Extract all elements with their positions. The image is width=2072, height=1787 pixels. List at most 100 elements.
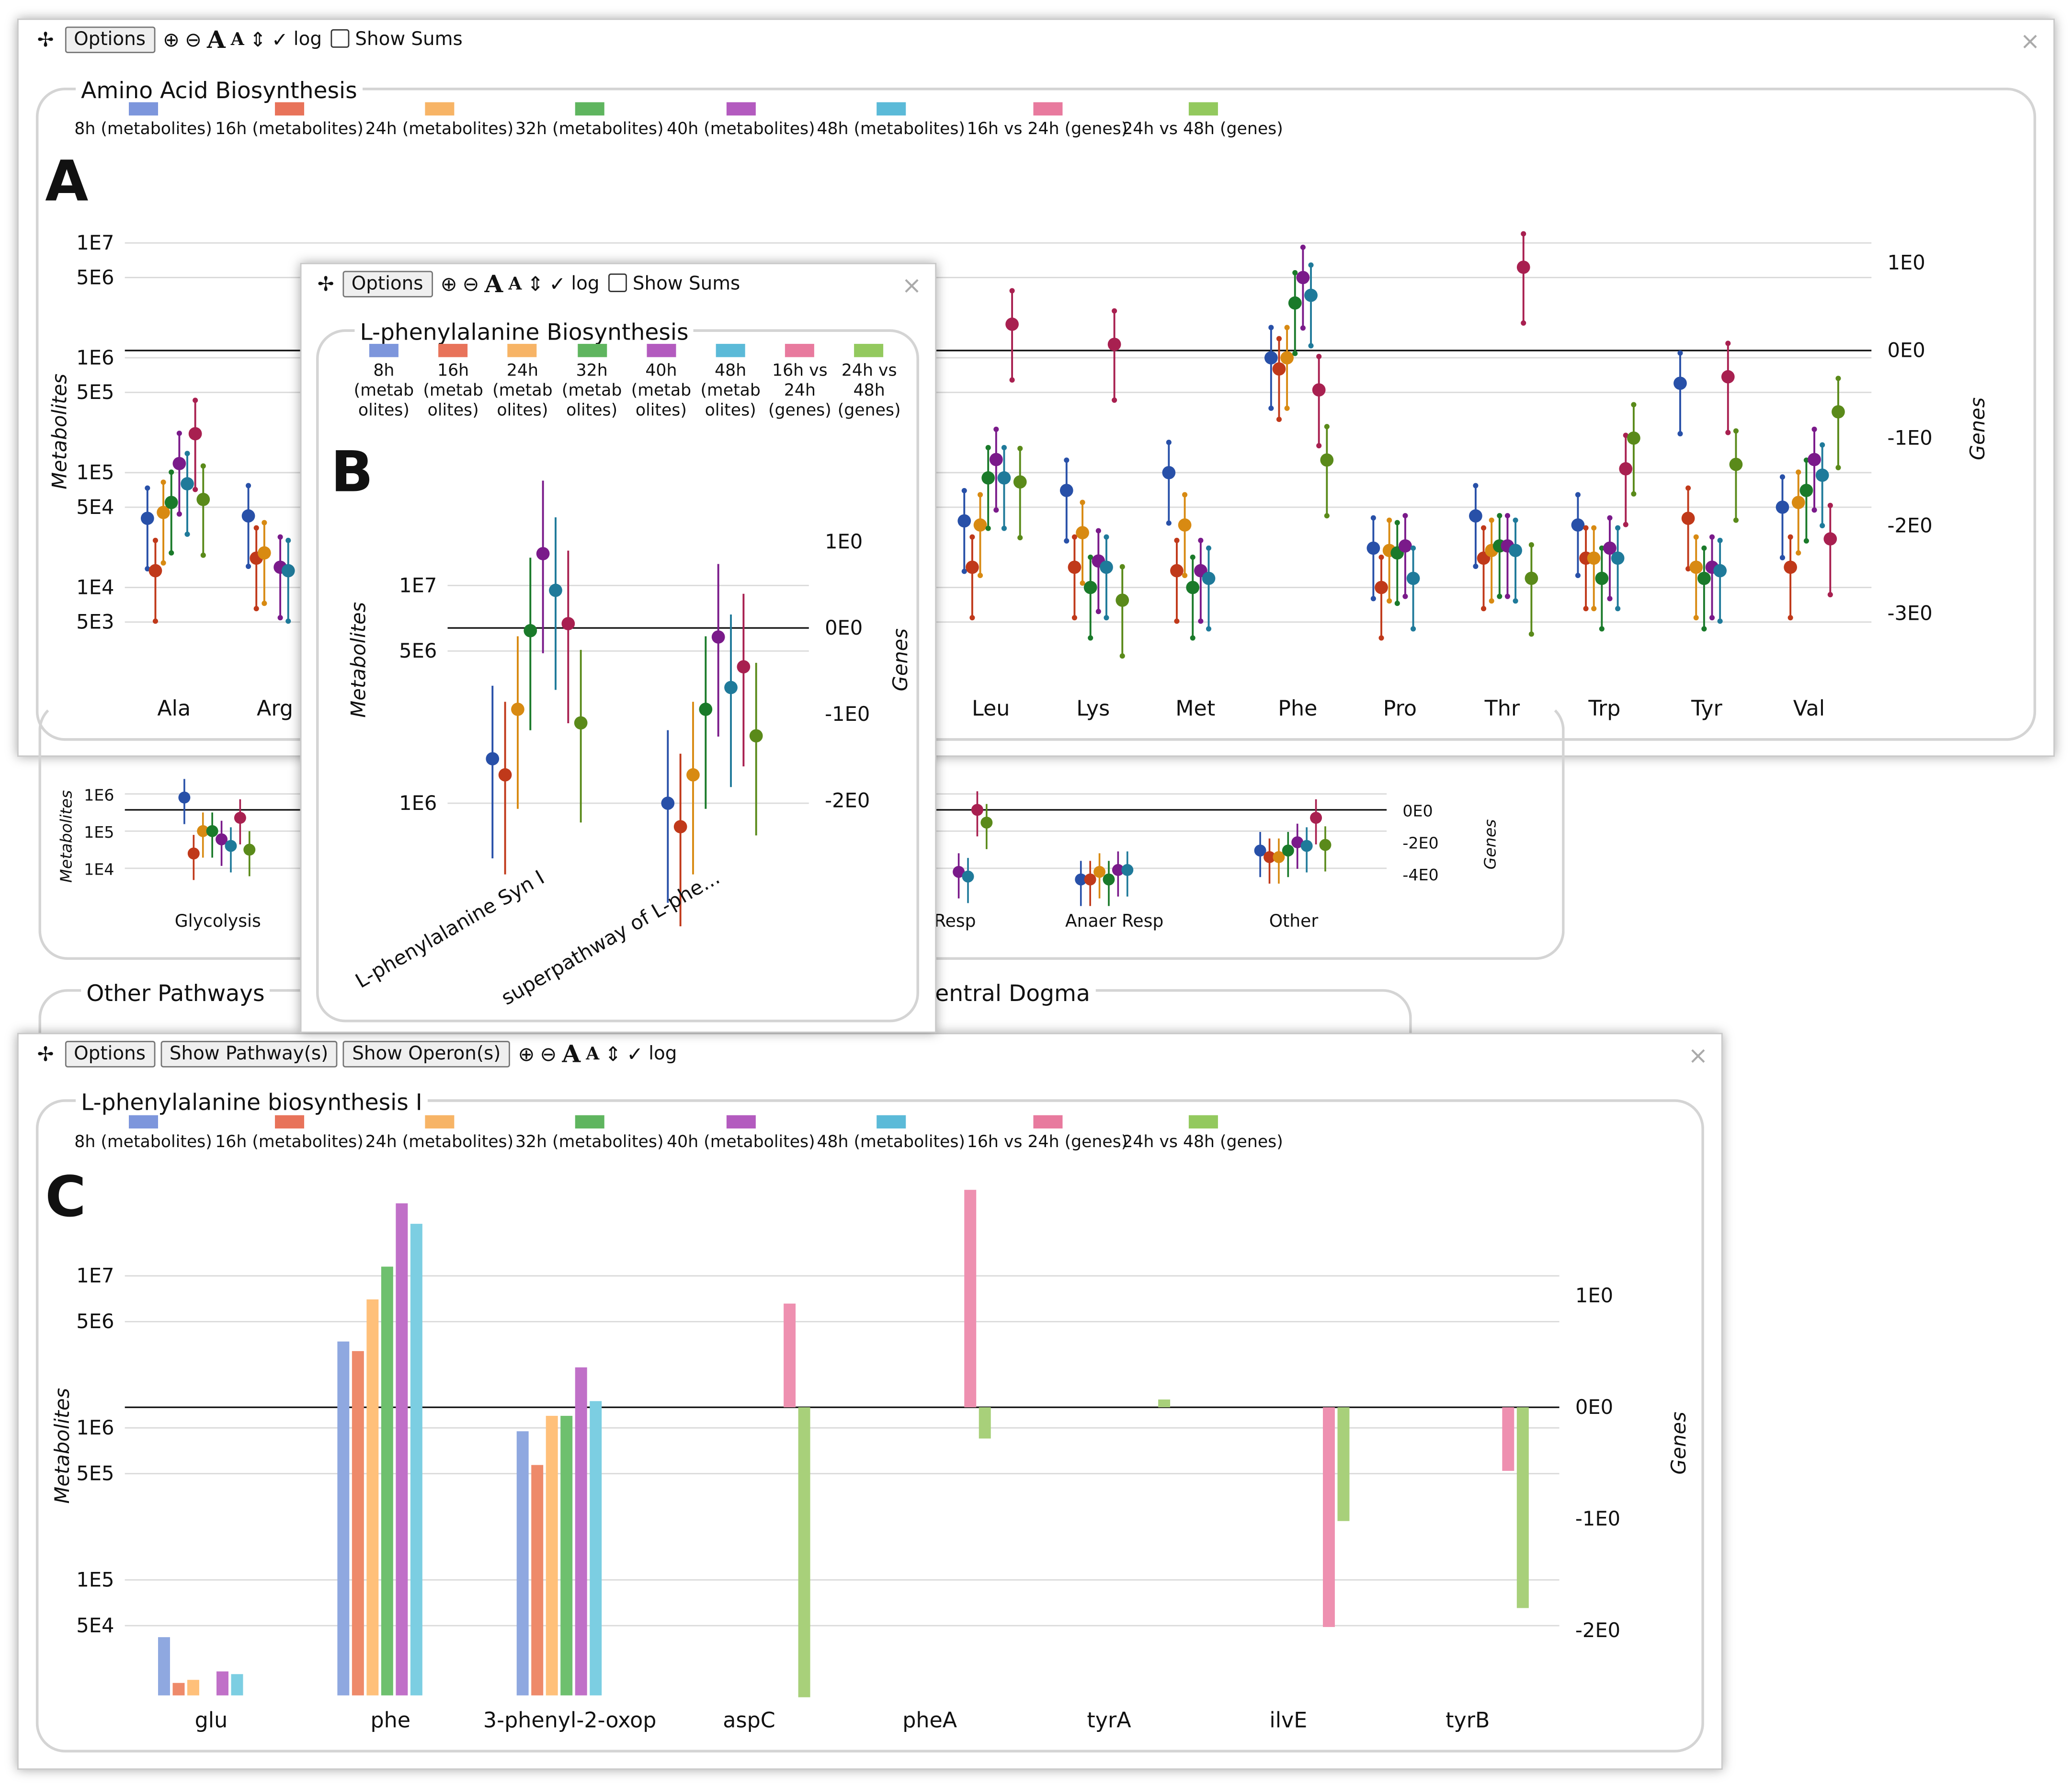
- legend-label: (metab: [492, 379, 553, 400]
- legend-item[interactable]: 16h (metabolites): [215, 1115, 364, 1151]
- legend-item[interactable]: 8h (metab olites): [349, 343, 418, 420]
- legend-item[interactable]: 40h (metab olites): [626, 343, 695, 420]
- bar: [1158, 1399, 1171, 1408]
- data-point: [957, 514, 971, 528]
- zoom-out-icon[interactable]: ⊖: [184, 28, 202, 52]
- data-point: [1320, 453, 1334, 467]
- error-cap: [176, 431, 182, 436]
- legend-item[interactable]: 16h vs 24h (genes): [765, 343, 834, 420]
- data-point: [1375, 580, 1388, 594]
- show-operons-button[interactable]: Show Operon(s): [342, 1041, 510, 1068]
- error-cap: [1378, 554, 1384, 560]
- options-button[interactable]: Options: [64, 1041, 155, 1068]
- error-cap: [1583, 606, 1589, 612]
- data-point: [1799, 484, 1813, 497]
- zoom-out-icon[interactable]: ⊖: [540, 1042, 557, 1066]
- data-point: [1112, 864, 1124, 876]
- legend-item[interactable]: 48h (metabolites): [817, 102, 965, 138]
- legend-item[interactable]: 48h (metab olites): [696, 343, 765, 420]
- legend-item[interactable]: 24h (metabolites): [365, 102, 513, 138]
- error-cap: [961, 488, 967, 493]
- y-tick-label: 5E4: [76, 1614, 114, 1637]
- error-cap: [1796, 550, 1801, 556]
- bar: [516, 1431, 529, 1696]
- sort-icon[interactable]: ⇕: [527, 272, 544, 296]
- legend-label: 24h vs 48h (genes): [1122, 118, 1283, 138]
- show-sums-checkbox[interactable]: [331, 29, 350, 48]
- legend-item[interactable]: 24h (metabolites): [365, 1115, 513, 1151]
- sort-icon[interactable]: ⇕: [249, 28, 266, 52]
- panel-c-chart: 1E7 5E6 1E6 5E5 1E5 5E4 1E0 0E0 -1E0 -2E0 Metaboli…: [50, 1190, 1690, 1732]
- log-checkbox[interactable]: ✓: [626, 1042, 644, 1066]
- y-tick-label: 5E6: [76, 1309, 114, 1333]
- data-point: [157, 506, 170, 519]
- options-button[interactable]: Options: [64, 26, 155, 53]
- legend-item[interactable]: 40h (metabolites): [667, 1115, 815, 1151]
- legend-item[interactable]: 48h (metabolites): [817, 1115, 965, 1151]
- error-cap: [1119, 653, 1125, 659]
- zoom-out-icon[interactable]: ⊖: [462, 272, 479, 296]
- close-icon[interactable]: ×: [2020, 28, 2040, 56]
- error-cap: [1268, 405, 1274, 411]
- log-checkbox[interactable]: ✓: [271, 28, 288, 52]
- options-button[interactable]: Options: [342, 271, 433, 297]
- error-cap: [200, 463, 206, 469]
- font-increase-icon[interactable]: A: [484, 270, 503, 298]
- zoom-in-icon[interactable]: ⊕: [163, 28, 180, 52]
- error-cap: [1504, 593, 1510, 599]
- data-point: [498, 768, 512, 782]
- legend-item[interactable]: 8h (metabolites): [74, 102, 212, 138]
- legend-swatch: [1033, 102, 1062, 116]
- bar: [172, 1683, 185, 1696]
- data-point: [1823, 532, 1837, 546]
- font-increase-icon[interactable]: A: [206, 26, 226, 54]
- move-icon[interactable]: ✢: [37, 28, 54, 52]
- data-point: [1093, 865, 1106, 878]
- legend-swatch: [575, 102, 604, 116]
- legend-item[interactable]: 32h (metabolites): [515, 1115, 663, 1151]
- close-icon[interactable]: ×: [901, 272, 922, 300]
- y-tick-label: 1E6: [399, 791, 437, 815]
- font-increase-icon[interactable]: A: [562, 1040, 581, 1069]
- error-cap: [1677, 350, 1683, 356]
- data-point: [971, 804, 983, 816]
- sort-icon[interactable]: ⇕: [604, 1042, 622, 1066]
- legend-item[interactable]: 16h (metab olites): [419, 343, 488, 420]
- legend-item[interactable]: 24h vs 48h (genes): [835, 343, 904, 420]
- data-point: [216, 833, 228, 845]
- font-decrease-icon[interactable]: A: [230, 30, 244, 50]
- data-point: [1103, 873, 1115, 886]
- data-point: [1186, 580, 1200, 594]
- zoom-in-icon[interactable]: ⊕: [518, 1042, 535, 1066]
- error-cap: [1411, 626, 1416, 632]
- legend-item[interactable]: 24h (metab olites): [488, 343, 557, 420]
- move-icon[interactable]: ✢: [317, 272, 334, 296]
- legend-item[interactable]: 40h (metabolites): [667, 102, 815, 138]
- close-icon[interactable]: ×: [1688, 1042, 1708, 1070]
- legend-item[interactable]: 8h (metabolites): [74, 1115, 212, 1151]
- error-cap: [1599, 626, 1605, 632]
- show-sums-checkbox[interactable]: [608, 273, 627, 292]
- move-icon[interactable]: ✢: [37, 1042, 54, 1066]
- data-point: [1815, 468, 1829, 482]
- x-tick-label: Thr: [1484, 696, 1520, 721]
- font-decrease-icon[interactable]: A: [508, 274, 522, 294]
- legend-item[interactable]: 24h vs 48h (genes): [1122, 1115, 1283, 1151]
- data-point: [1202, 571, 1216, 585]
- log-checkbox[interactable]: ✓: [549, 272, 566, 296]
- legend-item[interactable]: 32h (metab olites): [558, 343, 626, 420]
- panel-b-title: L-phenylalanine Biosynthesis: [354, 320, 694, 347]
- zoom-in-icon[interactable]: ⊕: [440, 272, 457, 296]
- bar: [366, 1299, 379, 1696]
- data-point: [561, 617, 575, 630]
- legend-item[interactable]: 32h (metabolites): [515, 102, 663, 138]
- data-point: [1776, 501, 1789, 514]
- legend-item[interactable]: 16h (metabolites): [215, 102, 364, 138]
- error-cap: [1088, 635, 1093, 641]
- show-pathways-button[interactable]: Show Pathway(s): [160, 1041, 338, 1068]
- data-point: [1013, 475, 1027, 489]
- legend-item[interactable]: 16h vs 24h (genes): [967, 102, 1127, 138]
- font-decrease-icon[interactable]: A: [586, 1044, 600, 1064]
- legend-item[interactable]: 16h vs 24h (genes): [967, 1115, 1127, 1151]
- legend-item[interactable]: 24h vs 48h (genes): [1122, 102, 1283, 138]
